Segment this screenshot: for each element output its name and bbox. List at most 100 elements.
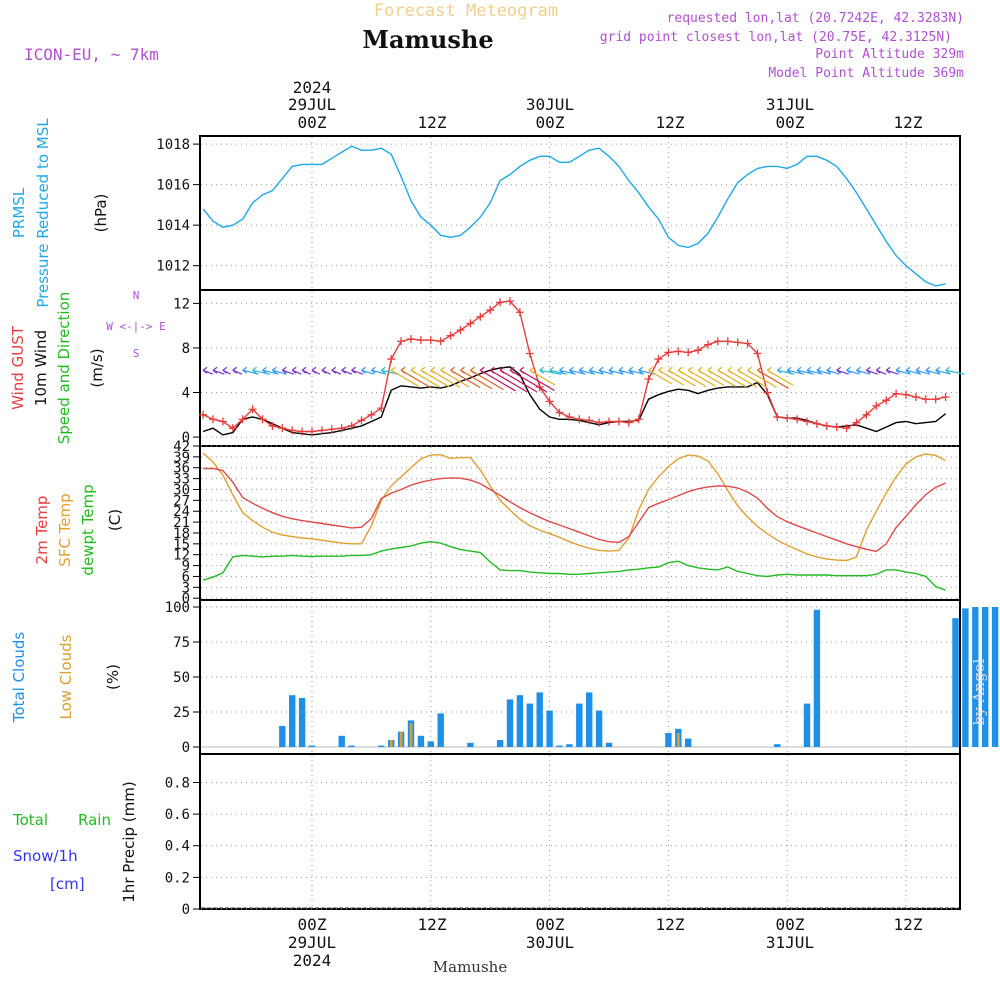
- gust-marker: [723, 337, 732, 346]
- y-tick-label: 0: [182, 430, 190, 446]
- gust-marker: [674, 347, 683, 356]
- wind-barb-head: [529, 366, 535, 374]
- wind-barb-head: [856, 366, 861, 374]
- gust-marker: [733, 338, 742, 347]
- y-tick-label: 50: [173, 670, 190, 686]
- gust-marker: [308, 427, 316, 436]
- wind-barb: [598, 369, 613, 375]
- clouds-label-total: Total Clouds: [10, 632, 28, 724]
- total-cloud-bar: [813, 609, 821, 747]
- total-cloud-bar: [516, 695, 524, 747]
- precip-labels: Total Rain Snow/1h [cm] 1hr Precip (mm): [12, 781, 138, 902]
- wind-barb-head: [945, 366, 950, 374]
- bottom-date-29jul: 29JUL: [288, 933, 336, 952]
- gust-marker: [694, 346, 703, 355]
- wind-barb-head: [212, 366, 218, 374]
- wind-barb: [272, 369, 287, 375]
- total-cloud-bar: [279, 726, 286, 747]
- wind-barb-head: [935, 366, 941, 374]
- gust-marker: [852, 418, 861, 427]
- gust-marker: [545, 397, 554, 406]
- top-time-axis: 2024 29JUL 00Z 12Z 30JUL 00Z 12Z 31JUL 0…: [288, 78, 923, 132]
- y-tick-label: 39: [173, 450, 190, 466]
- wind-barb-head: [885, 366, 891, 374]
- gust-marker: [446, 331, 455, 340]
- bottom-date-30jul: 30JUL: [526, 933, 574, 952]
- gust-marker: [605, 417, 613, 426]
- low-cloud-bar: [409, 723, 413, 747]
- grid-lines: [201, 137, 959, 910]
- top-tick-00z-30jul: 00Z: [536, 113, 565, 132]
- wind-barb-head: [519, 366, 525, 374]
- gust-marker: [426, 336, 435, 345]
- y-tick-label: 21: [173, 515, 190, 531]
- wind-barb: [945, 369, 965, 375]
- wind-barb-head: [252, 366, 257, 374]
- wind-barb-head: [569, 366, 574, 374]
- wind-barb-head: [400, 366, 406, 374]
- gust-marker: [486, 306, 495, 315]
- gust-marker: [931, 395, 940, 404]
- wind-barb-head: [915, 366, 921, 374]
- wind-barb: [925, 369, 941, 375]
- gust-marker: [892, 389, 901, 398]
- wind-barb-head: [658, 366, 663, 374]
- gust-marker: [763, 388, 772, 397]
- total-cloud-bar: [991, 607, 999, 747]
- wind-barb-head: [608, 366, 614, 374]
- gust-marker: [704, 340, 712, 349]
- data-series: [199, 145, 999, 909]
- wind-barb-head: [272, 366, 277, 374]
- y-tick-label: 12: [173, 548, 190, 564]
- wind-barb-head: [509, 366, 515, 374]
- wind-barb: [410, 369, 441, 388]
- pressure-label-prmsl: PRMSL: [10, 187, 28, 238]
- gust-marker: [783, 414, 792, 423]
- total-cloud-bar: [496, 740, 504, 747]
- gust-marker: [664, 348, 673, 357]
- wind-barb-head: [222, 366, 228, 374]
- total-cloud-bar: [308, 745, 316, 747]
- pressure-line: [202, 145, 946, 287]
- wind-barb: [282, 369, 294, 375]
- low-cloud-bar: [399, 731, 403, 747]
- total-cloud-bar: [338, 735, 345, 747]
- wind-barb: [836, 369, 849, 375]
- total-cloud-bar: [289, 695, 296, 747]
- pressure-label-unit: (hPa): [92, 194, 110, 233]
- wind-barb: [381, 369, 399, 375]
- wind-barb: [856, 369, 870, 375]
- gust-marker: [387, 355, 396, 364]
- wind-barb: [420, 369, 450, 388]
- model-label: ICON-EU, ~ 7km: [24, 45, 159, 64]
- gust-marker: [862, 410, 871, 419]
- bottom-date-31jul: 31JUL: [766, 933, 814, 952]
- gust-marker: [327, 425, 336, 434]
- total-cloud-bar: [605, 742, 613, 747]
- bottom-time-axis: 00Z 29JUL 2024 12Z 00Z 30JUL 12Z 00Z 31J…: [288, 915, 923, 970]
- wind-barb: [361, 369, 375, 375]
- gust-marker: [793, 415, 802, 424]
- wind-barb: [787, 369, 805, 375]
- gust-marker: [288, 426, 297, 435]
- wind-barb: [895, 369, 911, 375]
- gust-marker: [525, 349, 534, 358]
- top-tick-00z-31jul: 00Z: [776, 113, 805, 132]
- wind-barb-head: [281, 366, 287, 374]
- gust-marker: [921, 395, 930, 404]
- total-cloud-bar: [506, 699, 514, 747]
- temp-label-sfc: SFC Temp: [56, 493, 74, 566]
- wind-barb-head: [470, 366, 475, 374]
- wind-barb-head: [905, 366, 911, 374]
- wind-barb-head: [697, 366, 703, 374]
- wind-barb: [509, 369, 547, 393]
- overtitle: Forecast Meteogram: [374, 1, 558, 21]
- wind-barb: [846, 369, 860, 375]
- wind-barb-head: [479, 366, 485, 374]
- credit-watermark: by Angel: [970, 658, 988, 725]
- y-tick-label: 30: [173, 482, 190, 498]
- gust-marker: [258, 415, 267, 424]
- wind-barb: [489, 369, 528, 393]
- wind-barb-head: [559, 366, 564, 374]
- wind-barb-head: [747, 366, 752, 374]
